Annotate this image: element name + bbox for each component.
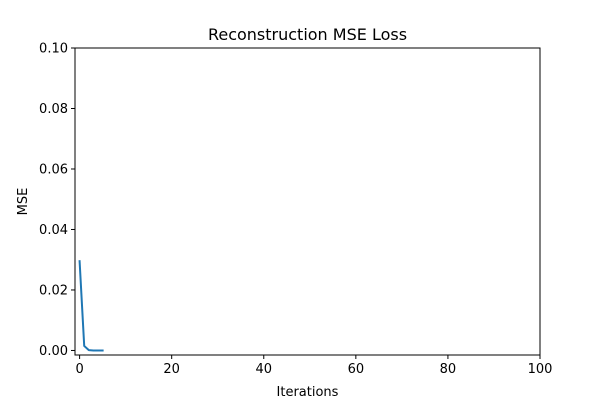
plot-area <box>74 47 541 356</box>
y-axis-ticks: 0.00 0.02 0.04 0.06 0.08 0.10 <box>39 42 75 359</box>
x-axis-ticks: 0 20 40 60 80 100 <box>75 355 552 377</box>
x-tick-label: 60 <box>348 362 365 377</box>
y-tick-label: 0.06 <box>39 162 68 177</box>
x-axis-label: Iterations <box>277 385 339 400</box>
x-tick-label: 100 <box>528 362 553 377</box>
series-layer <box>78 260 104 352</box>
y-tick-label: 0.00 <box>39 344 68 359</box>
y-axis-label: MSE <box>16 188 31 216</box>
y-tick-label: 0.02 <box>39 283 68 298</box>
series-line <box>78 260 104 352</box>
y-tick-label: 0.08 <box>39 102 68 117</box>
y-tick-label: 0.10 <box>39 42 68 57</box>
x-tick-label: 0 <box>75 362 83 377</box>
x-tick-label: 80 <box>440 362 457 377</box>
plot-frame <box>74 47 541 356</box>
x-tick-label: 20 <box>163 362 180 377</box>
x-tick-label: 40 <box>255 362 272 377</box>
chart-title: Reconstruction MSE Loss <box>208 25 407 44</box>
y-tick-label: 0.04 <box>39 223 68 238</box>
